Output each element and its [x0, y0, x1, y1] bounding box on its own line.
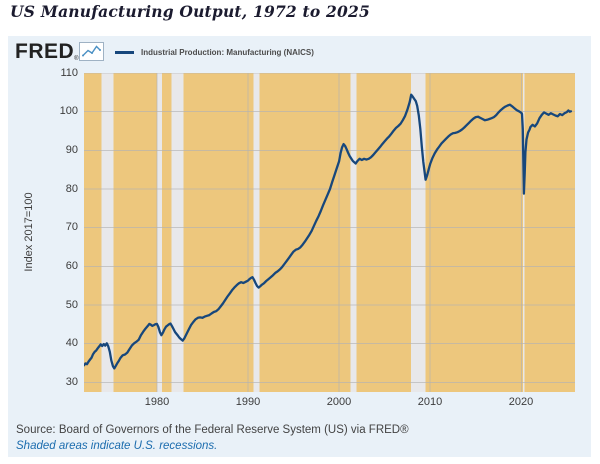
y-tick-label: 60 — [65, 260, 78, 272]
recession-note-link[interactable]: Shaded areas indicate U.S. recessions. — [16, 440, 218, 452]
y-tick-label: 100 — [59, 105, 78, 117]
page-title: US Manufacturing Output, 1972 to 2025 — [10, 2, 370, 21]
plot-background — [84, 73, 575, 392]
y-tick-label: 50 — [65, 299, 78, 311]
x-tick-label: 1980 — [144, 396, 170, 408]
x-tick-label: 2010 — [417, 396, 443, 408]
y-tick-label: 30 — [65, 376, 78, 388]
fred-chart-container: FRED® Industrial Production: Manufacturi… — [8, 36, 591, 457]
fred-sparkline-icon — [79, 42, 104, 61]
x-tick-label: 2000 — [326, 396, 352, 408]
y-tick-label: 70 — [65, 221, 78, 233]
fred-logo-text: FRED — [15, 40, 75, 63]
recession-band — [253, 73, 260, 392]
legend-line-swatch — [115, 51, 134, 54]
recession-band — [522, 73, 525, 392]
source-attribution: Source: Board of Governors of the Federa… — [16, 424, 409, 436]
recession-band — [171, 73, 184, 392]
y-tick-label: 80 — [65, 183, 78, 195]
recession-band — [156, 73, 163, 392]
recession-band — [350, 73, 357, 392]
y-tick-label: 40 — [65, 337, 78, 349]
x-tick-label: 2020 — [508, 396, 534, 408]
legend-series-label[interactable]: Industrial Production: Manufacturing (NA… — [141, 48, 314, 57]
fred-logo[interactable]: FRED® — [15, 40, 79, 64]
plot-svg — [82, 72, 575, 392]
recession-band — [101, 73, 114, 392]
registered-mark: ® — [74, 56, 80, 62]
x-tick-label: 1990 — [235, 396, 261, 408]
series-line — [82, 93, 573, 370]
y-tick-label: 110 — [60, 67, 78, 79]
y-tick-label: 90 — [65, 144, 78, 156]
plot-area[interactable] — [82, 72, 575, 392]
